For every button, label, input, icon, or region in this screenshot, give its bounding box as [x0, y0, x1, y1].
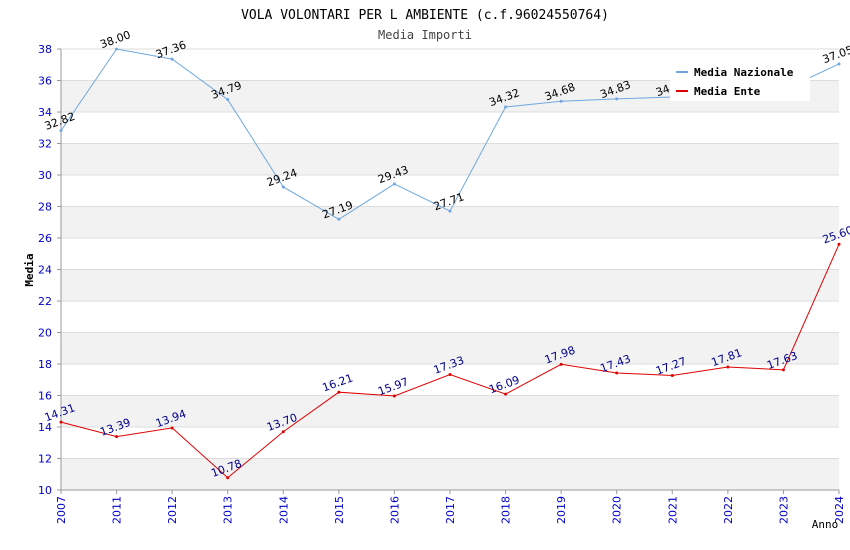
data-point: [392, 182, 396, 186]
grid-band: [61, 238, 839, 270]
data-point: [504, 105, 508, 109]
x-tick-label: 2018: [500, 496, 513, 524]
legend-label: Media Ente: [694, 85, 761, 98]
data-point: [670, 373, 674, 377]
data-point: [281, 430, 285, 434]
data-point: [615, 371, 619, 375]
y-tick-label: 10: [38, 484, 52, 497]
data-point: [115, 435, 119, 439]
y-tick-label: 30: [38, 169, 52, 182]
data-point: [559, 362, 563, 366]
y-tick-label: 22: [38, 295, 52, 308]
data-point: [226, 98, 230, 102]
grid-band: [61, 143, 839, 175]
grid-band: [61, 332, 839, 364]
y-tick-label: 14: [38, 421, 52, 434]
x-tick-label: 2013: [222, 496, 235, 524]
y-axis-label: Media: [23, 253, 36, 286]
chart-subtitle: Media Importi: [378, 28, 472, 42]
data-point: [837, 242, 841, 246]
data-point: [504, 392, 508, 396]
x-tick-label: 2015: [333, 496, 346, 524]
grid-band: [61, 458, 839, 490]
x-tick-label: 2024: [833, 496, 846, 524]
grid-band: [61, 427, 839, 459]
legend-label: Media Nazionale: [694, 66, 794, 79]
y-tick-label: 36: [38, 75, 52, 88]
y-tick-label: 18: [38, 358, 52, 371]
grid-band: [61, 112, 839, 144]
data-point: [448, 209, 452, 213]
plot-background: [61, 49, 839, 490]
grid-band: [61, 301, 839, 333]
x-tick-label: 2020: [611, 496, 624, 524]
x-tick-label: 2023: [777, 496, 790, 524]
data-point: [59, 420, 63, 424]
grid-band: [61, 364, 839, 396]
x-tick-label: 2017: [444, 496, 457, 524]
x-tick-label: 2022: [722, 496, 735, 524]
data-label: 38.00: [98, 28, 132, 51]
x-tick-label: 2019: [555, 496, 568, 524]
data-point: [337, 217, 341, 221]
grid-band: [61, 395, 839, 427]
x-axis-label: Anno: [812, 518, 839, 531]
data-point: [115, 47, 119, 51]
chart-title: VOLA VOLONTARI PER L AMBIENTE (c.f.96024…: [241, 8, 609, 23]
y-tick-label: 16: [38, 390, 52, 403]
x-tick-label: 2021: [666, 496, 679, 524]
data-point: [59, 129, 63, 133]
data-point: [337, 390, 341, 394]
y-tick-label: 32: [38, 138, 52, 151]
data-point: [392, 394, 396, 398]
data-point: [559, 99, 563, 103]
grid-band: [61, 175, 839, 207]
data-point: [615, 97, 619, 101]
x-tick-label: 2011: [111, 496, 124, 524]
data-point: [837, 62, 841, 66]
legend: Media Nazionale Media Ente: [670, 59, 810, 101]
x-tick-label: 2016: [388, 496, 401, 524]
data-point: [226, 476, 230, 480]
x-tick-label: 2012: [166, 496, 179, 524]
y-tick-label: 28: [38, 201, 52, 214]
data-point: [170, 426, 174, 430]
data-point: [781, 368, 785, 372]
data-point: [726, 365, 730, 369]
y-tick-label: 24: [38, 264, 52, 277]
y-tick-label: 26: [38, 232, 52, 245]
y-tick-label: 20: [38, 327, 52, 340]
y-tick-label: 12: [38, 453, 52, 466]
data-point: [170, 57, 174, 61]
data-point: [281, 185, 285, 189]
grid-band: [61, 269, 839, 301]
data-point: [448, 373, 452, 377]
y-tick-label: 38: [38, 43, 52, 56]
x-tick-label: 2007: [55, 496, 68, 524]
y-tick-label: 34: [38, 106, 52, 119]
x-tick-label: 2014: [277, 496, 290, 524]
legend-box: [670, 59, 810, 101]
